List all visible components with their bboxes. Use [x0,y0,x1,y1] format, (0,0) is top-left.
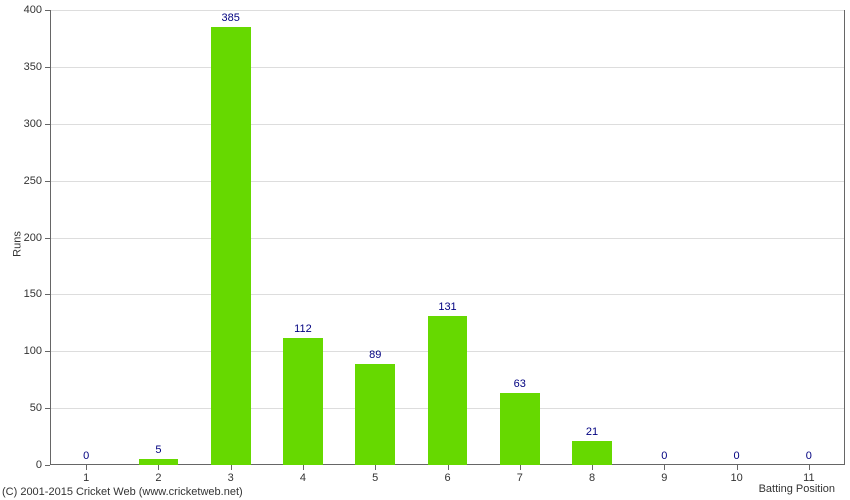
bar-value-label: 385 [221,12,239,24]
gridline [51,10,844,11]
y-tick [45,294,50,295]
bar-value-label: 21 [586,426,598,438]
bar-value-label: 63 [514,378,526,390]
x-tick [737,465,738,470]
y-tick-label: 50 [30,402,42,414]
bar-value-label: 0 [661,450,667,462]
gridline [51,67,844,68]
y-tick [45,124,50,125]
x-tick-label: 6 [444,472,450,484]
x-tick-label: 4 [300,472,306,484]
x-tick [664,465,665,470]
bar [500,393,540,465]
y-tick [45,181,50,182]
y-tick [45,351,50,352]
y-tick-label: 200 [24,232,42,244]
x-tick-label: 3 [228,472,234,484]
chart-container: 0501001502002503003504000152385311248951… [0,0,850,500]
bar-value-label: 131 [438,301,456,313]
x-tick-label: 5 [372,472,378,484]
x-tick [520,465,521,470]
x-tick [592,465,593,470]
y-tick [45,67,50,68]
bar-value-label: 112 [294,323,312,335]
x-tick-label: 7 [517,472,523,484]
y-tick-label: 400 [24,4,42,16]
y-tick-label: 250 [24,175,42,187]
y-tick [45,408,50,409]
y-axis-title: Runs [12,231,24,257]
bar [211,27,251,465]
x-tick [448,465,449,470]
bar [283,338,323,465]
bar-value-label: 5 [155,444,161,456]
gridline [51,238,844,239]
bar-value-label: 89 [369,349,381,361]
y-tick-label: 0 [36,459,42,471]
y-tick [45,465,50,466]
y-tick-label: 100 [24,345,42,357]
bar-value-label: 0 [806,450,812,462]
bar-value-label: 0 [734,450,740,462]
gridline [51,124,844,125]
x-tick [809,465,810,470]
bar [428,316,468,465]
x-tick-label: 2 [155,472,161,484]
copyright-text: (C) 2001-2015 Cricket Web (www.cricketwe… [2,486,243,498]
y-tick [45,238,50,239]
bar [572,441,612,465]
y-tick-label: 150 [24,288,42,300]
y-tick [45,10,50,11]
x-tick [375,465,376,470]
x-tick [86,465,87,470]
x-tick [303,465,304,470]
x-tick [231,465,232,470]
x-tick-label: 8 [589,472,595,484]
x-tick-label: 10 [730,472,742,484]
x-tick-label: 9 [661,472,667,484]
x-tick-label: 1 [83,472,89,484]
x-tick [158,465,159,470]
gridline [51,294,844,295]
bar-value-label: 0 [83,450,89,462]
gridline [51,181,844,182]
bar [355,364,395,465]
x-axis-title: Batting Position [759,483,835,495]
y-tick-label: 350 [24,61,42,73]
y-tick-label: 300 [24,118,42,130]
